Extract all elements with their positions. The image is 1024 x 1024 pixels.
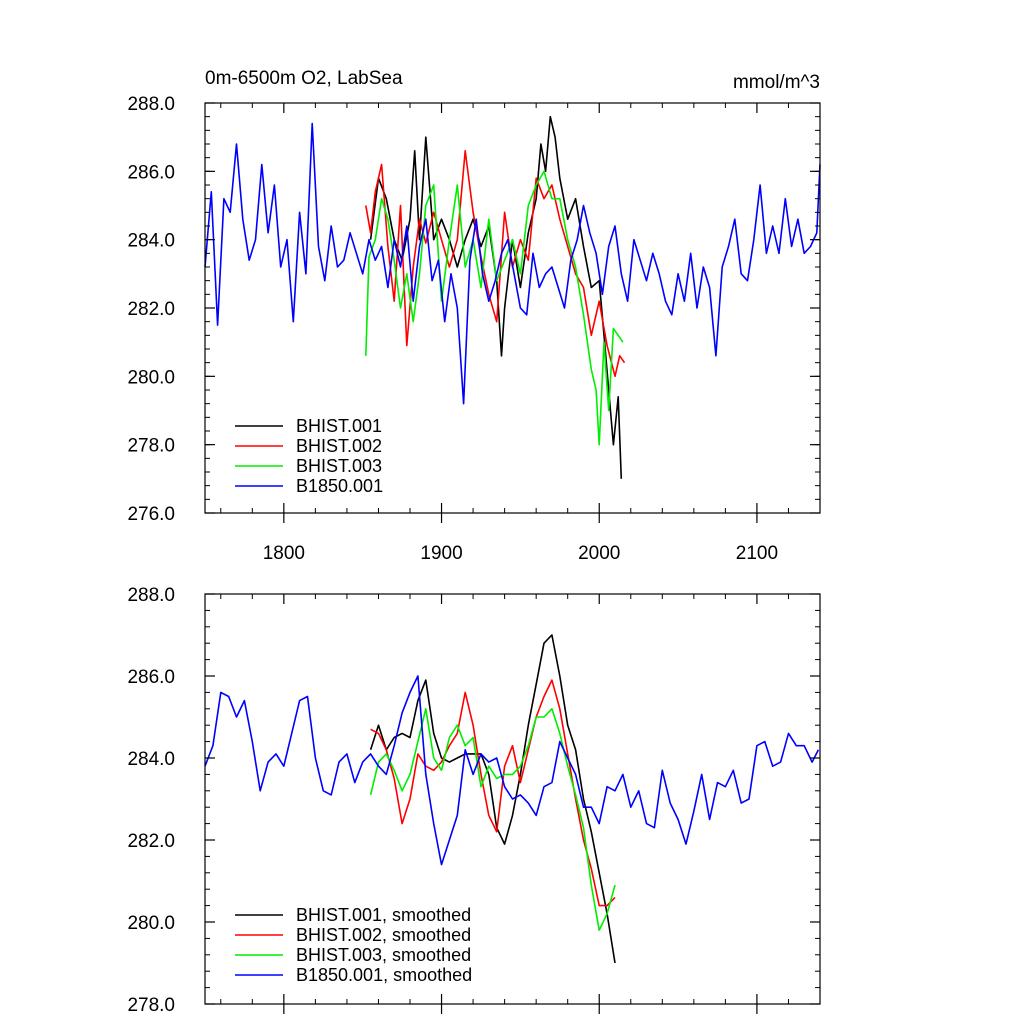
series-line <box>369 634 616 964</box>
series-line <box>365 170 624 446</box>
y-tick-label: 282.0 <box>127 299 175 320</box>
y-tick-label: 278.0 <box>127 436 175 457</box>
y-tick-label: 284.0 <box>127 749 175 770</box>
y-tick-label: 288.0 <box>127 585 175 606</box>
units-label: mmol/m^3 <box>733 72 820 93</box>
series-line <box>370 679 616 907</box>
bottom-tick-layer: 278.0 280.0 282.0 284.0 286.0 288.0 <box>127 585 821 1016</box>
legend-label: BHIST.002, smoothed <box>296 925 471 945</box>
bottom-series-layer <box>204 634 820 964</box>
chart-title: 0m-6500m O2, LabSea <box>205 68 403 89</box>
bottom-panel: 278.0 280.0 282.0 284.0 286.0 288.0 BHIST.001… <box>127 585 821 1016</box>
x-tick-label: 1900 <box>420 543 462 564</box>
x-tick-label: 1800 <box>263 543 305 564</box>
series-line <box>365 150 626 378</box>
y-tick-label: 280.0 <box>127 913 175 934</box>
x-tick-label: 2000 <box>578 543 620 564</box>
series-line <box>369 707 616 932</box>
legend-label: BHIST.001, smoothed <box>296 905 471 925</box>
series-line <box>204 122 821 405</box>
series-line <box>369 115 623 479</box>
legend-label: BHIST.002 <box>296 436 382 456</box>
y-tick-label: 282.0 <box>127 831 175 852</box>
bottom-plot-frame <box>204 593 821 1005</box>
top-panel: 0m-6500m O2, LabSea mmol/m^3 1800 1900 200… <box>127 68 821 564</box>
y-tick-label: 286.0 <box>127 667 175 688</box>
top-tick-layer: 1800 1900 2000 2100 276.0 278.0 280.0 282.0 284.… <box>127 94 821 564</box>
y-tick-label: 278.0 <box>127 995 175 1016</box>
top-series-layer <box>204 115 821 479</box>
series-line <box>204 675 820 866</box>
y-tick-label: 276.0 <box>127 504 175 525</box>
legend-label: B1850.001, smoothed <box>296 965 472 985</box>
y-tick-label: 286.0 <box>127 162 175 183</box>
legend-label: BHIST.003 <box>296 456 382 476</box>
y-tick-label: 288.0 <box>127 94 175 115</box>
y-tick-label: 280.0 <box>127 367 175 388</box>
y-tick-label: 284.0 <box>127 231 175 252</box>
top-plot-frame <box>204 102 821 514</box>
legend-label: BHIST.001 <box>296 416 382 436</box>
legend-label: BHIST.003, smoothed <box>296 945 471 965</box>
legend-label: B1850.001 <box>296 476 383 496</box>
x-tick-label: 2100 <box>736 543 778 564</box>
